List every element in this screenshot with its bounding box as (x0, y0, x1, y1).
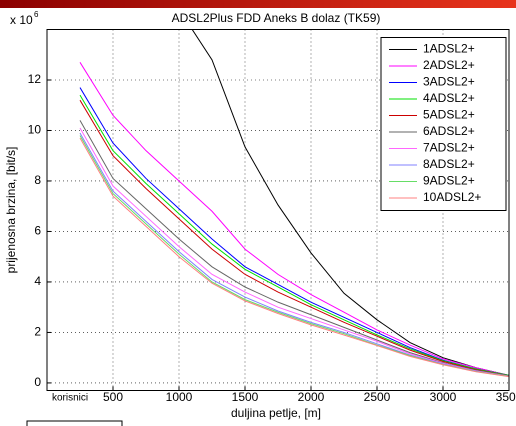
series-line (79, 62, 509, 376)
annotation: korisnici (52, 393, 88, 404)
legend-label: 6ADSL2+ (423, 124, 475, 138)
x-tick-label: 2000 (298, 390, 325, 404)
x-tick-label: 3000 (430, 390, 457, 404)
legend-label: 9ADSL2+ (423, 174, 475, 188)
series-line (191, 29, 509, 376)
series-line (79, 99, 509, 377)
x-tick-label: 1000 (166, 390, 193, 404)
legend-label: 1ADSL2+ (423, 42, 475, 56)
y-tick-label: 2 (34, 325, 41, 339)
legend-label: 3ADSL2+ (423, 75, 475, 89)
y-tick-label: 10 (28, 123, 42, 137)
y-tick-label: 8 (34, 173, 41, 187)
series-line (79, 120, 509, 377)
y-tick-label: 12 (28, 72, 42, 86)
x-tick-label: 1500 (232, 390, 259, 404)
plot-frame (46, 29, 510, 391)
legend-label: 4ADSL2+ (423, 91, 475, 105)
series-line (79, 137, 509, 378)
header-strip (0, 0, 516, 8)
x-tick-label: 2500 (364, 390, 391, 404)
chart-title: ADSL2Plus FDD Aneks B dolaz (TK59) (172, 11, 381, 25)
frame-fragment (26, 420, 123, 426)
legend-label: 2ADSL2+ (423, 58, 475, 72)
y-multiplier-exponent: 6 (34, 10, 39, 19)
series-line (79, 127, 509, 377)
x-axis-label: duljina petlje, [m] (231, 406, 321, 420)
legend-label: 5ADSL2+ (423, 108, 475, 122)
legend-label: 10ADSL2+ (423, 190, 481, 204)
y-tick-label: 0 (34, 375, 41, 389)
legend-label: 7ADSL2+ (423, 141, 475, 155)
y-tick-label: 6 (34, 224, 41, 238)
y-multiplier: x 10 (10, 13, 33, 27)
x-tick-label: 500 (103, 390, 123, 404)
y-axis-label: prijenosna brzina, [bit/s] (4, 147, 18, 274)
series-line (79, 87, 509, 376)
y-tick-label: 4 (34, 274, 41, 288)
legend-label: 8ADSL2+ (423, 157, 475, 171)
series-line (79, 94, 509, 376)
